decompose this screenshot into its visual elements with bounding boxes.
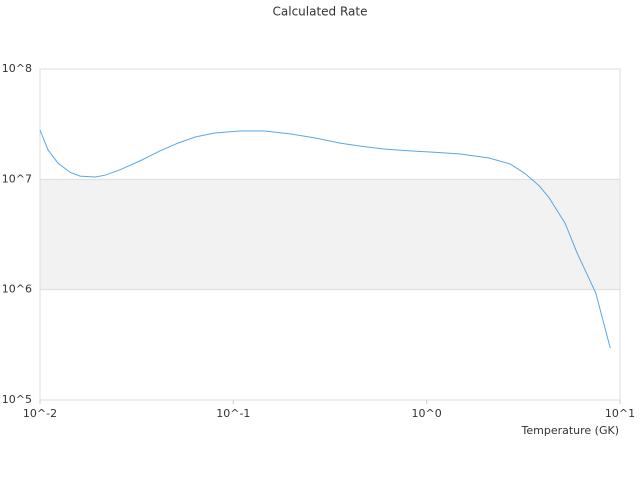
y-tick-label: 10^5 [2, 393, 32, 406]
y-tick-label: 10^7 [2, 172, 32, 185]
line-series [39, 129, 611, 349]
x-tick-label: 10^1 [605, 407, 635, 420]
x-tick-label: 10^-1 [216, 407, 250, 420]
chart-title: Calculated Rate [273, 5, 368, 19]
x-axis-label: Temperature (GK) [521, 424, 620, 437]
grid-band [40, 179, 620, 290]
y-tick-label: 10^6 [2, 283, 32, 296]
x-tick-label: 10^-2 [23, 407, 57, 420]
x-tick-label: 10^0 [412, 407, 442, 420]
y-tick-label: 10^8 [2, 62, 32, 75]
